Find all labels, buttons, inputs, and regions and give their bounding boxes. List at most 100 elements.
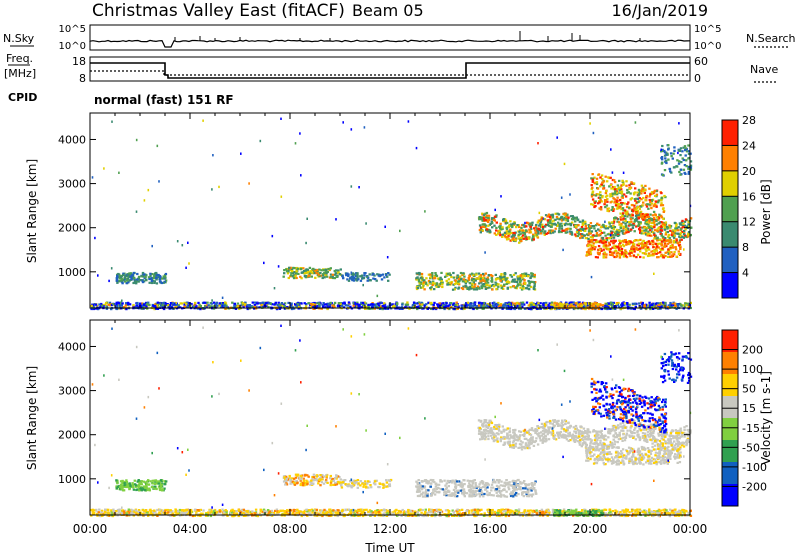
range-gate-cell (185, 302, 188, 305)
range-gate-cell (606, 180, 609, 183)
range-gate-cell (279, 304, 283, 308)
range-gate-cell (493, 215, 497, 218)
range-gate-cell (513, 222, 516, 225)
range-gate-cell (551, 231, 555, 234)
range-gate-cell (604, 307, 607, 310)
range-gate-cell (654, 234, 657, 237)
range-gate-cell (253, 304, 256, 307)
range-gate-cell (136, 302, 139, 305)
range-gate-cell (470, 287, 473, 290)
nsearch-tick-top: 10^5 (694, 24, 721, 35)
range-gate-cell (140, 279, 144, 282)
range-gate-cell (522, 286, 525, 289)
range-gate-cell (626, 508, 630, 511)
range-gate-cell (650, 250, 653, 253)
range-gate-cell (141, 274, 145, 277)
range-gate-cell (663, 223, 666, 226)
range-gate-cell (602, 187, 605, 190)
range-gate-cell (660, 240, 664, 243)
range-gate-cell (453, 282, 457, 286)
range-gate-cell (554, 227, 557, 230)
range-gate-cell (605, 245, 608, 248)
range-gate-cell (271, 234, 274, 238)
range-gate-cell (179, 306, 182, 309)
range-gate-cell (108, 279, 110, 283)
range-gate-cell (356, 301, 359, 304)
range-gate-cell (609, 512, 613, 515)
range-gate-cell (457, 277, 461, 281)
range-gate-cell (360, 303, 363, 306)
range-gate-cell (621, 207, 625, 210)
range-gate-cell (600, 249, 603, 252)
range-gate-cell (534, 231, 538, 234)
range-gate-cell (508, 224, 511, 227)
range-gate-cell (519, 236, 523, 240)
range-gate-cell (587, 248, 591, 251)
range-gate-cell (604, 508, 608, 511)
range-gate-cell (599, 198, 602, 201)
range-gate-cell (109, 303, 112, 306)
range-gate-cell (356, 303, 359, 306)
range-gate-cell (147, 188, 150, 192)
range-gate-cell (504, 273, 507, 276)
range-gate-cell (596, 222, 599, 225)
power-x-ticks (89, 113, 691, 308)
range-gate-cell (187, 304, 190, 307)
range-gate-cell (505, 230, 508, 233)
range-gate-cell (680, 304, 683, 307)
range-gate-cell (509, 220, 512, 223)
range-gate-cell (675, 239, 678, 242)
range-gate-cell (468, 511, 471, 514)
range-gate-cell (404, 303, 407, 306)
range-gate-cell (244, 301, 247, 304)
range-gate-cell (590, 240, 593, 243)
range-gate-cell (503, 284, 506, 287)
range-gate-cell (507, 304, 510, 307)
range-gate-cell (315, 306, 318, 309)
range-gate-cell (574, 233, 577, 236)
range-gate-cell (655, 223, 658, 226)
range-gate-cell (630, 241, 633, 244)
range-gate-cell (388, 273, 391, 276)
range-gate-cell (421, 514, 424, 517)
range-gate-cell (513, 232, 516, 235)
range-gate-cell (282, 275, 285, 278)
range-gate-cell (385, 307, 388, 310)
range-gate-cell (533, 510, 537, 513)
range-gate-cell (631, 214, 634, 217)
range-gate-cell (311, 305, 314, 308)
range-gate-cell (664, 233, 667, 236)
range-gate-cell (636, 218, 639, 221)
range-gate-cell (473, 285, 476, 288)
range-gate-cell (621, 231, 625, 235)
range-gate-cell (464, 278, 467, 282)
range-gate-cell (663, 240, 667, 243)
range-gate-cell (616, 193, 619, 196)
range-gate-cell (316, 268, 319, 272)
range-gate-cell (419, 281, 423, 284)
range-gate-cell (545, 303, 548, 306)
range-gate-cell (635, 207, 638, 210)
range-gate-cell (591, 173, 594, 176)
range-gate-cell (590, 195, 594, 198)
range-gate-cell (390, 303, 393, 306)
range-gate-cell (584, 229, 587, 232)
range-gate-cell (568, 305, 572, 308)
range-gate-cell (648, 195, 651, 198)
range-gate-cell (648, 301, 651, 304)
range-gate-cell (291, 275, 295, 278)
range-gate-cell (681, 219, 684, 222)
plot-title: Christmas Valley East (fitACF) (92, 1, 345, 21)
range-gate-cell (590, 226, 593, 229)
range-gate-cell (516, 304, 519, 307)
range-gate-cell (583, 228, 586, 231)
range-gate-cell (655, 193, 659, 196)
range-gate-cell (100, 302, 103, 306)
range-gate-cell (283, 305, 286, 308)
range-gate-cell (626, 221, 629, 224)
range-gate-cell (95, 508, 98, 511)
range-gate-cell (592, 225, 596, 228)
range-gate-cell (599, 229, 602, 232)
range-gate-cell (592, 302, 595, 305)
range-gate-cell (656, 242, 660, 245)
